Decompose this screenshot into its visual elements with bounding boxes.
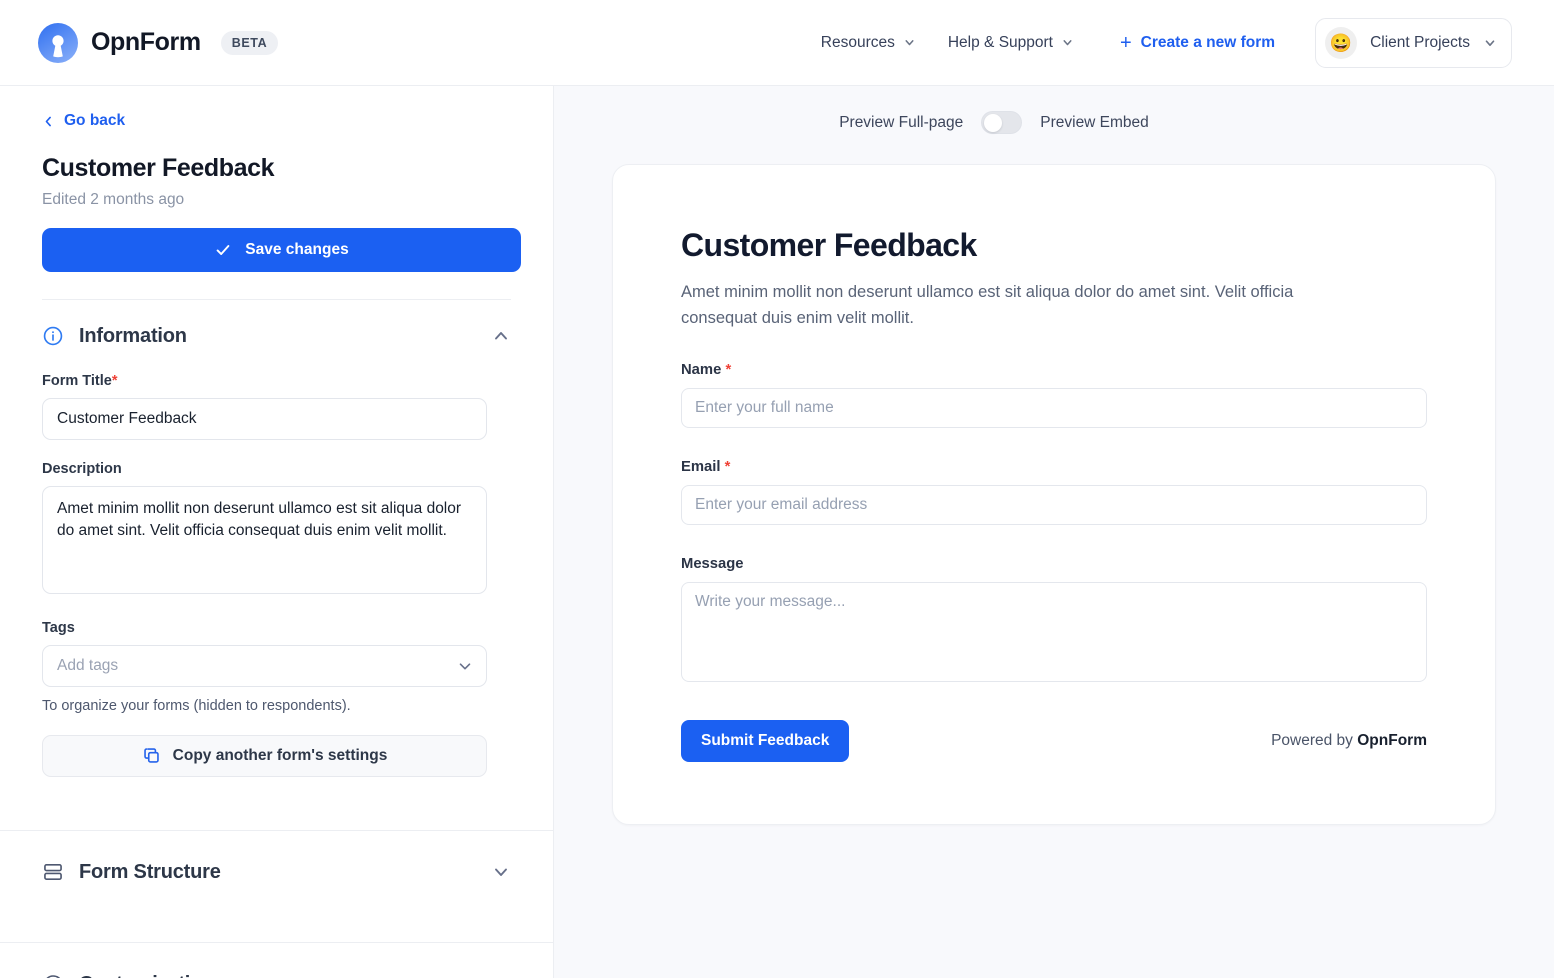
powered-by-brand: OpnForm — [1357, 732, 1427, 750]
go-back-label: Go back — [64, 112, 126, 129]
form-title-input[interactable] — [42, 397, 487, 440]
edited-timestamp: Edited 2 months ago — [42, 190, 185, 208]
avatar: 😀 — [1325, 26, 1358, 59]
info-circle-icon — [42, 325, 64, 347]
create-new-form-button[interactable]: + Create a new form — [1106, 25, 1289, 61]
tags-help-text: To organize your forms (hidden to respon… — [42, 697, 351, 714]
preview-message-label: Message — [681, 556, 744, 573]
brand-name: OpnForm — [91, 28, 201, 56]
save-changes-label: Save changes — [245, 240, 349, 258]
nav-item-resources[interactable]: Resources — [805, 26, 932, 60]
copy-form-settings-label: Copy another form's settings — [172, 746, 388, 764]
workspace-name: Client Projects — [1370, 33, 1470, 51]
palette-icon — [42, 973, 64, 978]
preview-field-message: Message — [681, 556, 1427, 687]
preview-email-input[interactable] — [681, 485, 1427, 526]
submit-feedback-button[interactable]: Submit Feedback — [681, 720, 850, 763]
section-body-information: Form Title* Description Tags Add tags — [42, 373, 511, 803]
form-preview-card: Customer Feedback Amet minim mollit non … — [612, 164, 1496, 826]
copy-form-settings-button[interactable]: Copy another form's settings — [42, 734, 487, 777]
preview-name-input[interactable] — [681, 388, 1427, 429]
preview-pane: Preview Full-page Preview Embed Customer… — [554, 86, 1554, 978]
section-title: Information — [79, 324, 187, 347]
navbar-right: Resources Help & Support + Create a new … — [805, 17, 1512, 68]
section-header-form-structure[interactable]: Form Structure — [42, 831, 511, 915]
beta-badge: BETA — [220, 30, 279, 55]
required-marker: * — [111, 372, 118, 389]
section-header-customization[interactable]: Customization — [42, 943, 511, 978]
plus-icon: + — [1119, 31, 1132, 54]
brand-logo[interactable]: OpnForm BETA — [38, 22, 279, 63]
tags-select-wrapper: Add tags — [42, 644, 487, 687]
create-new-form-label: Create a new form — [1140, 33, 1276, 51]
preview-mode-toggle[interactable] — [981, 111, 1023, 134]
required-marker: * — [725, 362, 732, 379]
rows-layout-icon — [42, 861, 64, 883]
nav-item-label: Resources — [820, 33, 895, 51]
section-title: Form Structure — [79, 860, 221, 883]
divider — [0, 829, 553, 831]
workspace-selector[interactable]: 😀 Client Projects — [1315, 17, 1512, 68]
preview-fullpage-label: Preview Full-page — [839, 113, 964, 131]
check-icon — [214, 241, 232, 259]
preview-name-label-text: Name — [681, 362, 722, 379]
page-body: Go back Customer Feedback Edited 2 month… — [0, 86, 1554, 978]
preview-embed-label: Preview Embed — [1040, 113, 1149, 131]
required-marker: * — [724, 459, 731, 476]
field-form-title: Form Title* — [42, 373, 511, 440]
opnform-logo-icon — [38, 22, 78, 63]
nav-item-label: Help & Support — [947, 33, 1053, 51]
powered-by-prefix: Powered by — [1271, 732, 1358, 750]
preview-form-description: Amet minim mollit non deserunt ullamco e… — [681, 283, 1294, 327]
preview-email-label-text: Email — [681, 459, 721, 476]
preview-message-textarea[interactable] — [681, 582, 1427, 683]
preview-email-label: Email * — [681, 459, 1427, 475]
save-changes-button[interactable]: Save changes — [42, 227, 521, 272]
sidebar-header: Go back Customer Feedback Edited 2 month… — [0, 86, 553, 300]
section-title: Customization — [79, 973, 214, 978]
preview-field-name: Name * — [681, 362, 1427, 429]
chevron-down-icon[interactable] — [456, 657, 474, 675]
sidebar-section-customization: Customization — [0, 943, 553, 978]
preview-footer: Submit Feedback Powered by OpnForm — [681, 720, 1427, 763]
go-back-button[interactable]: Go back — [42, 112, 125, 130]
divider — [0, 941, 553, 943]
tags-select[interactable]: Add tags — [42, 644, 487, 687]
preview-mode-toggle-row: Preview Full-page Preview Embed — [839, 111, 1149, 134]
tags-label: Tags — [42, 619, 75, 636]
copy-icon — [142, 746, 161, 765]
divider — [42, 298, 511, 300]
preview-name-label: Name * — [681, 362, 1427, 378]
form-title-label: Form Title* — [42, 373, 511, 389]
field-description: Description — [42, 461, 511, 599]
chevron-down-icon[interactable] — [491, 862, 511, 882]
section-header-information[interactable]: Information — [42, 300, 511, 350]
sidebar-section-form-structure: Form Structure — [0, 831, 553, 915]
description-label: Description — [42, 460, 122, 477]
field-tags: Tags Add tags To organize your forms (hi… — [42, 620, 511, 714]
top-navbar: OpnForm BETA Resources Help & Support + … — [0, 0, 1554, 86]
chevron-up-icon[interactable] — [491, 326, 511, 346]
tags-placeholder: Add tags — [57, 656, 119, 674]
preview-field-email: Email * — [681, 459, 1427, 526]
chevron-left-icon — [42, 115, 55, 128]
chevron-down-icon — [1483, 36, 1497, 50]
form-title-label-text: Form Title — [42, 372, 112, 389]
editor-sidebar: Go back Customer Feedback Edited 2 month… — [0, 86, 554, 978]
chevron-down-icon — [1061, 36, 1074, 49]
chevron-down-icon[interactable] — [491, 974, 511, 978]
page-title: Customer Feedback — [42, 153, 275, 182]
chevron-down-icon — [903, 36, 916, 49]
toggle-knob — [983, 113, 1002, 132]
nav-item-help-support[interactable]: Help & Support — [932, 26, 1090, 60]
sidebar-section-information: Information Form Title* Description — [0, 300, 553, 803]
preview-form-title: Customer Feedback — [681, 227, 977, 263]
powered-by-label: Powered by OpnForm — [1271, 732, 1427, 750]
description-textarea[interactable] — [42, 485, 487, 594]
